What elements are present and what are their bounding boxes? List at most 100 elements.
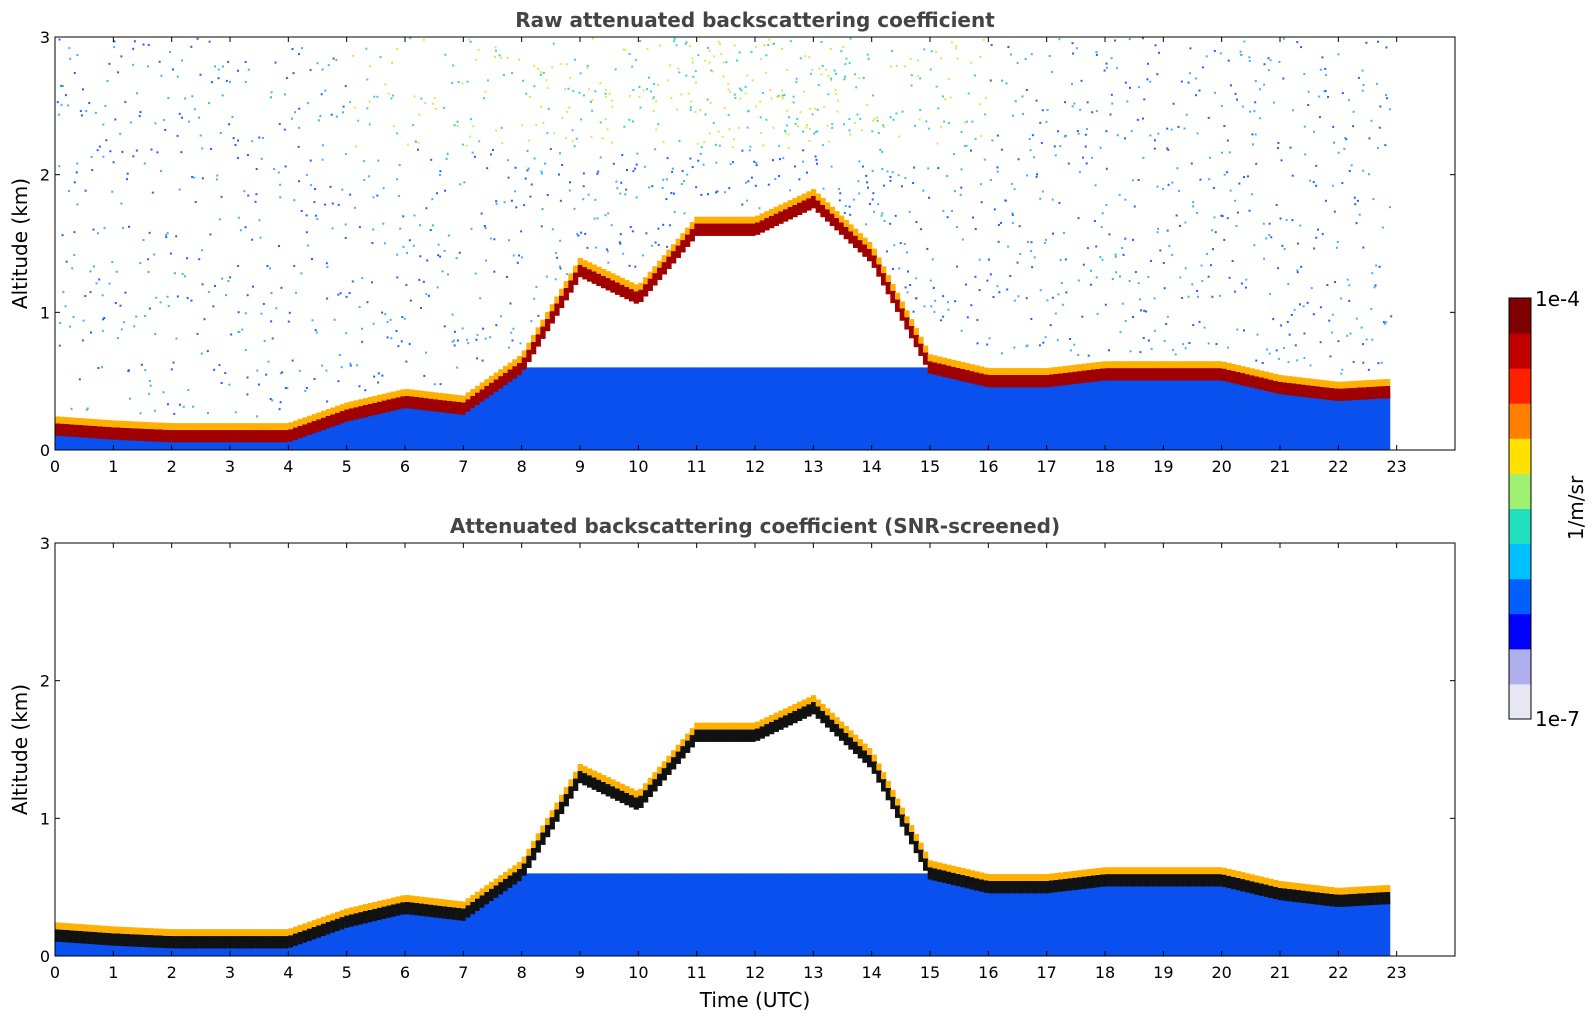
noise-speckle (1256, 333, 1259, 336)
layer-edge-cell (834, 211, 840, 219)
noise-speckle (1376, 147, 1379, 150)
aerosol-layer-cell (829, 367, 835, 450)
cloud-layer-cell (1072, 371, 1078, 385)
noise-speckle (329, 185, 332, 188)
aerosol-layer-cell (1063, 884, 1069, 956)
noise-speckle (104, 104, 107, 107)
noise-speckle (219, 131, 222, 134)
noise-speckle (1248, 59, 1251, 62)
aerosol-layer-cell (1207, 880, 1213, 956)
noise-speckle (506, 56, 509, 59)
noise-speckle (1077, 279, 1080, 282)
noise-speckle (910, 74, 913, 77)
aerosol-layer-cell (699, 367, 705, 450)
cloud-layer-cell (750, 223, 756, 236)
noise-speckle (619, 242, 622, 245)
layer-edge-cell (1249, 874, 1255, 882)
noise-speckle (1269, 59, 1272, 62)
cloud-layer-cell (559, 801, 565, 815)
noise-speckle (413, 214, 416, 217)
aerosol-layer-cell (974, 884, 980, 956)
aerosol-layer-cell (1231, 377, 1237, 450)
aerosol-layer-cell (1007, 381, 1013, 450)
noise-speckle (844, 63, 847, 66)
noise-speckle (778, 174, 781, 177)
noise-speckle (542, 71, 545, 74)
noise-speckle (1084, 133, 1087, 136)
colorbar-unit-label: 1/m/sr (1564, 475, 1588, 540)
cloud-layer-cell (97, 932, 103, 945)
noise-speckle (554, 251, 557, 254)
noise-speckle (430, 158, 433, 161)
noise-speckle (612, 162, 615, 165)
layer-edge-cell (391, 897, 397, 905)
noise-speckle (836, 99, 839, 102)
noise-speckle (1011, 213, 1014, 216)
layer-edge-cell (671, 750, 677, 758)
noise-speckle (694, 70, 697, 73)
layer-edge-cell (638, 788, 644, 796)
noise-speckle (97, 367, 100, 370)
cloud-layer-cell (787, 713, 793, 726)
noise-speckle (734, 97, 737, 100)
layer-edge-cell (489, 375, 495, 383)
noise-speckle (932, 286, 935, 289)
noise-speckle (237, 265, 240, 268)
layer-edge-cell (1231, 363, 1237, 371)
layer-edge-cell (610, 779, 616, 787)
layer-edge-cell (428, 391, 434, 399)
noise-speckle (802, 130, 805, 133)
layer-edge-cell (1133, 867, 1139, 875)
cloud-layer-cell (573, 778, 579, 791)
noise-speckle (1185, 113, 1188, 116)
layer-edge-cell (909, 319, 915, 326)
aerosol-layer-cell (69, 936, 75, 956)
layer-edge-cell (484, 885, 490, 892)
layer-edge-cell (1366, 886, 1372, 893)
noise-speckle (1331, 331, 1334, 334)
noise-speckle (1124, 237, 1127, 240)
noise-speckle (599, 121, 602, 124)
noise-speckle (590, 135, 593, 138)
aerosol-layer-cell (1119, 374, 1125, 450)
noise-speckle (960, 130, 963, 133)
cloud-layer-cell (1086, 370, 1092, 383)
aerosol-layer-cell (745, 367, 751, 450)
layer-edge-cell (1380, 379, 1386, 387)
aerosol-layer-cell (1198, 374, 1204, 450)
layer-edge-cell (1123, 867, 1129, 875)
noise-speckle (746, 199, 749, 202)
layer-edge-cell (367, 396, 373, 404)
noise-speckle (1061, 303, 1064, 306)
noise-speckle (827, 75, 830, 78)
noise-speckle (494, 46, 497, 49)
layer-edge-cell (1207, 361, 1213, 369)
noise-speckle (854, 122, 857, 125)
noise-speckle (247, 68, 250, 71)
cloud-layer-cell (839, 728, 845, 741)
noise-speckle (1261, 362, 1264, 365)
noise-speckle (1094, 184, 1097, 187)
layer-edge-cell (143, 927, 149, 935)
noise-speckle (85, 408, 88, 411)
layer-edge-cell (101, 419, 107, 427)
noise-speckle (620, 181, 623, 184)
aerosol-layer-cell (890, 367, 896, 450)
cloud-layer-cell (503, 878, 509, 892)
layer-edge-cell (1319, 379, 1325, 387)
aerosol-layer-cell (745, 873, 751, 956)
noise-speckle (1215, 343, 1218, 346)
noise-speckle (1390, 315, 1393, 318)
layer-edge-cell (806, 191, 812, 199)
noise-speckle (93, 265, 96, 268)
noise-speckle (893, 244, 896, 247)
cloud-layer-cell (190, 936, 196, 949)
aerosol-layer-cell (335, 418, 341, 450)
cloud-layer-cell (619, 790, 625, 804)
aerosol-layer-cell (363, 411, 369, 450)
layer-edge-cell (218, 423, 224, 431)
cloud-layer-cell (134, 934, 140, 947)
cloud-layer-cell (769, 721, 775, 735)
layer-edge-cell (1058, 872, 1064, 880)
noise-speckle (1235, 224, 1238, 227)
